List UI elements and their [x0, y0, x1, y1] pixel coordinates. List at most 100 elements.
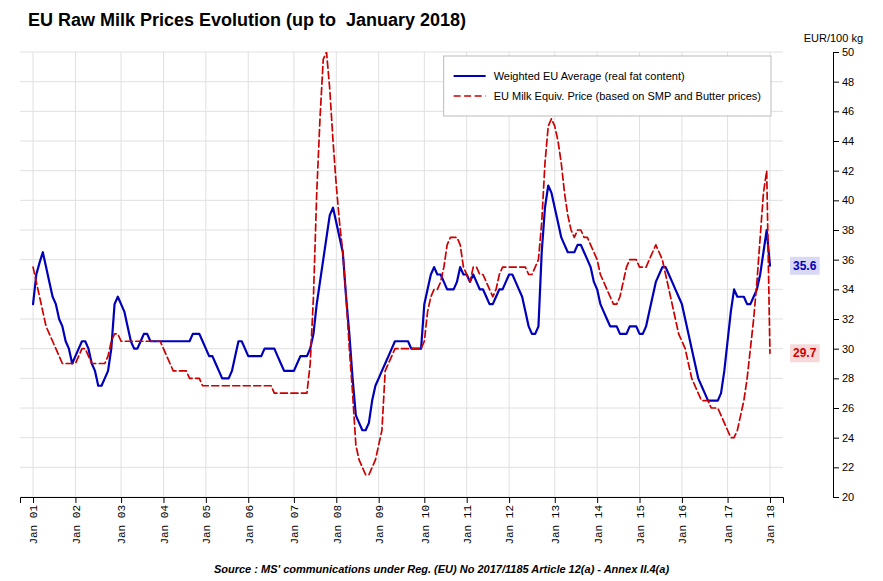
tick: Jan 09 [374, 497, 386, 545]
tick: Jan 13 [550, 497, 562, 545]
tick: 20 [833, 491, 854, 503]
plot: Jan 01Jan 02Jan 03Jan 04Jan 05Jan 06Jan … [20, 32, 863, 545]
tick-label: Jan 04 [159, 505, 171, 545]
grid-line [121, 52, 122, 497]
tick: Jan 17 [723, 497, 735, 545]
tick-mark [33, 497, 34, 503]
tick: 26 [833, 402, 854, 414]
grid-line [336, 52, 337, 497]
tick-mark [833, 82, 839, 83]
legend-label: EU Milk Equiv. Price (based on SMP and B… [494, 90, 761, 102]
legend: Weighted EU Average (real fat content) EU… [444, 56, 771, 116]
tick: Jan 08 [332, 497, 344, 545]
legend-item: Weighted EU Average (real fat content) [454, 70, 685, 82]
tick: 30 [833, 343, 854, 355]
tick: 32 [833, 313, 854, 325]
tick-label: Jan 13 [550, 505, 562, 545]
tick-mark [833, 230, 839, 231]
grid-line [33, 52, 34, 497]
legend-swatch [454, 95, 486, 97]
grid-line [293, 52, 294, 497]
grid-line [248, 52, 249, 497]
tick-label: 36 [842, 254, 854, 266]
tick: 44 [833, 135, 854, 147]
tick-mark [833, 111, 839, 112]
tick-mark [770, 497, 771, 503]
tick-label: Jan 16 [677, 505, 689, 545]
tick-mark [248, 497, 249, 503]
legend-label: Weighted EU Average (real fat content) [494, 70, 685, 82]
tick: 40 [833, 194, 854, 206]
source: Source : MS' communications under Reg. (… [214, 563, 669, 575]
end-label-box [790, 344, 820, 362]
tick-mark [424, 497, 425, 503]
legend-box [444, 56, 771, 116]
tick-label: Jan 07 [289, 505, 301, 545]
tick: 50 [833, 46, 854, 58]
tick-label: 26 [842, 402, 854, 414]
tick-label: Jan 08 [332, 505, 344, 545]
tick: 36 [833, 254, 854, 266]
tick-mark [75, 497, 76, 503]
end-label-text: 35.6 [793, 259, 817, 273]
tick-mark [728, 497, 729, 503]
tick-mark [555, 497, 556, 503]
tick-label: Jan 02 [71, 505, 83, 545]
tick-label: Jan 10 [420, 505, 432, 545]
end-label-text: 29.7 [793, 346, 817, 360]
grid-line [75, 52, 76, 497]
tick-label: Jan 12 [504, 505, 516, 545]
tick: Jan 03 [116, 497, 128, 545]
grid-line [20, 467, 783, 468]
x-axis: Jan 01Jan 02Jan 03Jan 04Jan 05Jan 06Jan … [21, 497, 784, 545]
axis-line [21, 498, 784, 504]
tick-label: Jan 05 [201, 505, 213, 545]
tick-mark [833, 319, 839, 320]
tick-mark [833, 289, 839, 290]
series-line [33, 186, 770, 431]
tick-mark [833, 378, 839, 379]
tick-label: Jan 15 [635, 505, 647, 545]
tick: Jan 06 [244, 497, 256, 545]
tick: 22 [833, 461, 854, 473]
tick-mark [833, 52, 839, 53]
tick-mark [294, 497, 295, 503]
tick-label: 50 [842, 46, 854, 58]
tick-label: 20 [842, 491, 854, 503]
tick: Jan 07 [289, 497, 301, 545]
tick-label: 32 [842, 313, 854, 325]
tick-mark [833, 438, 839, 439]
tick-mark [206, 497, 207, 503]
tick-mark [121, 497, 122, 503]
tick-mark [833, 141, 839, 142]
grid-line [20, 437, 783, 438]
tick-label: 44 [842, 135, 854, 147]
tick: 34 [833, 283, 854, 295]
tick: Jan 02 [71, 497, 83, 545]
tick-label: Jan 11 [462, 505, 474, 545]
grid-line [597, 52, 598, 497]
tick: 48 [833, 76, 854, 88]
tick-label: 40 [842, 194, 854, 206]
tick-label: 34 [842, 283, 854, 295]
tick: Jan 10 [420, 497, 432, 545]
tick-mark [509, 497, 510, 503]
tick-label: Jan 17 [723, 505, 735, 545]
grid-line [163, 52, 164, 497]
tick: 46 [833, 105, 854, 117]
axis-title: EUR/100 kg [804, 32, 863, 44]
grid-line [20, 200, 783, 201]
tick-label: 28 [842, 372, 854, 384]
tick-mark [163, 497, 164, 503]
tick: 28 [833, 372, 854, 384]
grid-line [639, 52, 640, 497]
tick: 38 [833, 224, 854, 236]
tick-label: 42 [842, 165, 854, 177]
tick: Jan 04 [159, 497, 171, 545]
grid-line [769, 52, 770, 497]
tick-mark [833, 171, 839, 172]
tick-label: 46 [842, 105, 854, 117]
end-label: 29.7 [790, 344, 820, 362]
tick-label: 22 [842, 461, 854, 473]
tick-mark [833, 467, 839, 468]
